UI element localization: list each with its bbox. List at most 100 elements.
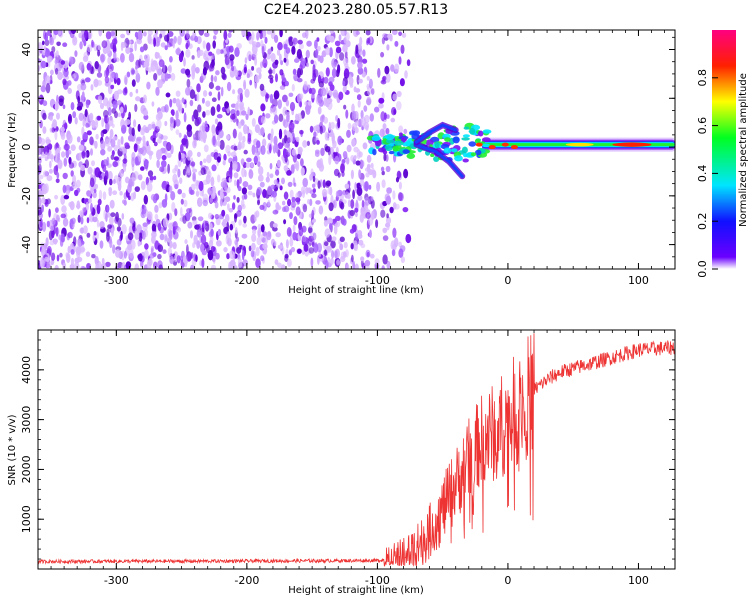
spectrogram-noise-blob [280, 264, 286, 269]
spectrogram-noise-blob [279, 69, 284, 76]
spectrogram-noise-blob [382, 33, 388, 39]
spectrogram-noise-blob [256, 67, 262, 74]
spectrogram-noise-blob [70, 249, 75, 255]
spectrogram-noise-blob [241, 250, 245, 261]
spectrogram-frame [37, 29, 676, 270]
spectrogram-noise-blob [290, 164, 295, 174]
spectrogram-signal-blob [401, 136, 406, 143]
spectrogram-noise-blob [48, 154, 54, 160]
spectrogram-noise-blob [149, 175, 154, 181]
spectrogram-noise-blob [180, 143, 184, 154]
spectrogram-noise-blob [58, 234, 62, 241]
spectrogram-noise-blob [210, 176, 215, 187]
chart-title: C2E4.2023.280.05.57.R13 [264, 2, 448, 18]
spectrogram-noise-blob [143, 31, 147, 37]
spectrogram-noise-blob [360, 206, 365, 216]
spectrogram-noise-blob [68, 150, 72, 155]
spectrogram-noise-blob [91, 39, 94, 48]
spectrogram-noise-blob [240, 199, 245, 208]
spectrogram-noise-blob [247, 190, 253, 196]
spectrogram-noise-blob [337, 172, 341, 178]
spectrogram-noise-blob [317, 45, 321, 52]
spectrogram-noise-blob [105, 212, 108, 222]
spectrogram-noise-blob [211, 97, 217, 102]
spectrogram-noise-blob [147, 211, 153, 221]
spectrogram-noise-blob [186, 78, 191, 88]
spectrogram-noise-blob [390, 117, 396, 123]
spectrogram-noise-blob [333, 199, 337, 209]
spectrogram-noise-blob [44, 200, 49, 207]
spectrogram-noise-blob [227, 151, 231, 157]
spectrogram-noise-blob [375, 219, 379, 229]
spectrogram-noise-blob [229, 259, 236, 268]
spectrogram-noise-blob [302, 189, 305, 199]
spectrogram-noise-blob [234, 47, 240, 58]
colorbar-label: Normalized spectral amplitude [738, 73, 749, 227]
spectrogram-noise-blob [133, 191, 136, 200]
spectrogram-signal-blob [481, 137, 491, 143]
spectrogram-noise-blob [106, 124, 109, 130]
spectrogram-noise-blob [63, 122, 68, 130]
spectrogram-noise-blob [169, 240, 173, 249]
spectrogram-noise-blob [46, 220, 50, 228]
spectrogram-noise-blob [174, 164, 179, 172]
spectrogram-noise-blob [156, 159, 160, 169]
spectrogram-noise-blob [405, 233, 412, 244]
spectrogram-noise-blob [147, 33, 152, 45]
spectrogram-noise-blob [54, 194, 59, 200]
spectrogram-noise-blob [315, 124, 319, 131]
spectrogram-noise-blob [147, 30, 153, 36]
spectrogram-noise-blob [67, 231, 73, 239]
spectrogram-noise-blob [285, 99, 290, 107]
spectrogram-noise-blob [83, 51, 89, 59]
spectrogram-signal-blob [463, 152, 468, 158]
spectrogram-noise-blob [50, 69, 54, 76]
spectrogram-noise-blob [217, 91, 221, 101]
spectrogram-noise-blob [38, 145, 41, 156]
spectrogram-noise-blob [287, 198, 292, 207]
spectrogram-noise-blob [267, 199, 271, 207]
spectrogram-noise-blob [67, 133, 73, 144]
spectrogram-noise-blob [257, 199, 260, 206]
spectrogram-noise-blob [162, 135, 168, 140]
spectrogram-noise-blob [186, 251, 192, 262]
spectrogram-noise-blob [78, 112, 84, 122]
spectrogram-noise-blob [221, 106, 227, 112]
spectrogram-noise-blob [170, 72, 176, 81]
spectrogram-signal-blob [480, 143, 490, 147]
spectrogram-signal-blob [461, 146, 468, 154]
spectrogram-noise-blob [363, 105, 368, 112]
spectrogram-noise-blob [342, 151, 348, 159]
spectrogram-noise-blob [159, 33, 163, 39]
spectrogram-noise-blob [242, 181, 249, 188]
spectrogram-noise-blob [335, 222, 340, 228]
spectrogram-noise-blob [116, 226, 121, 232]
spectrogram-noise-blob [332, 89, 339, 99]
spectrogram-noise-blob [283, 57, 287, 63]
spectrogram-noise-blob [135, 65, 138, 70]
spectrogram-noise-blob [231, 65, 235, 72]
spectrogram-noise-blob [210, 264, 217, 269]
spectrogram-noise-blob [350, 199, 355, 209]
spectrogram-noise-blob [138, 232, 143, 242]
spectrogram-noise-blob [60, 233, 65, 243]
spectrogram-noise-blob [134, 156, 139, 166]
spectrogram-noise-blob [346, 263, 350, 269]
spectrogram-noise-blob [380, 209, 386, 218]
spectrogram-noise-blob [53, 30, 59, 36]
spectrogram-noise-blob [329, 30, 335, 34]
spectrogram-noise-blob [334, 40, 341, 47]
spectrogram-noise-blob [291, 196, 296, 203]
spectrogram-noise-blob [159, 166, 165, 173]
spectrogram-noise-blob [270, 30, 276, 40]
spectrogram-noise-blob [54, 103, 60, 110]
spectrogram-noise-blob [336, 259, 341, 266]
spectrogram-noise-blob [305, 186, 309, 195]
spectrogram-noise-blob [222, 218, 227, 228]
spectrogram-noise-blob [385, 72, 391, 83]
spectrogram-noise-blob [72, 111, 77, 119]
spectrogram-noise-blob [74, 262, 80, 269]
spectrogram-noise-blob [70, 170, 74, 177]
spectrogram-noise-blob [342, 218, 347, 226]
spectrogram-noise-blob [207, 187, 214, 196]
